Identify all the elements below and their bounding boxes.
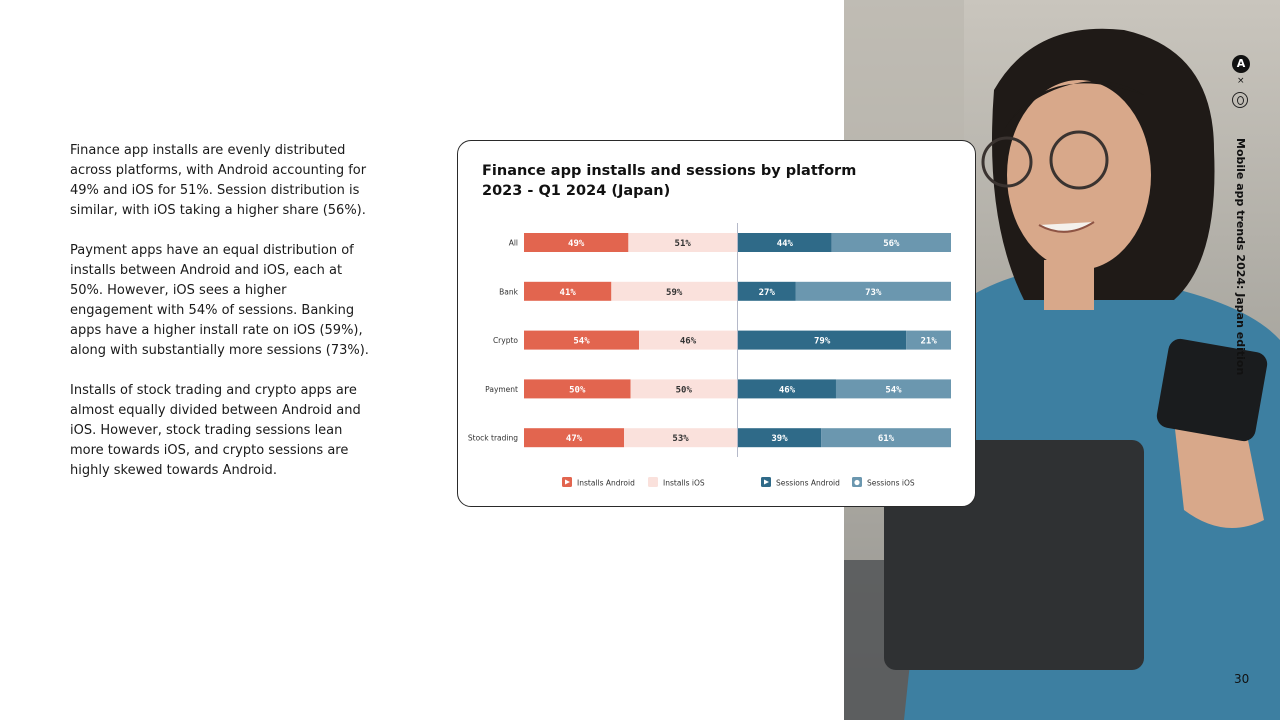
bar-segment xyxy=(624,428,737,448)
legend-label: Sessions Android xyxy=(776,479,840,488)
data-label: 46% xyxy=(779,385,796,395)
paragraph-stock-crypto: Installs of stock trading and crypto app… xyxy=(70,383,361,478)
data-label: 50% xyxy=(569,385,586,395)
woman-with-phone-photo xyxy=(844,0,1280,720)
page-number: 30 xyxy=(1234,672,1250,686)
data-label: 73% xyxy=(865,288,882,298)
category-label: Payment xyxy=(485,385,518,394)
bar-segment xyxy=(738,281,796,301)
data-label: 50% xyxy=(676,385,693,395)
bar-segment xyxy=(738,233,832,252)
adjust-logo-icon: A xyxy=(1232,55,1250,73)
bar-segment xyxy=(738,379,836,399)
legend-swatch xyxy=(648,477,658,487)
data-label: 79% xyxy=(814,337,831,347)
legend-label: Sessions iOS xyxy=(867,479,915,488)
body-text: Finance app installs are evenly distribu… xyxy=(70,141,370,501)
bar-segment xyxy=(524,379,631,399)
data-label: 51% xyxy=(675,239,692,249)
bar-segment xyxy=(628,233,737,252)
legend-label: Installs Android xyxy=(577,479,635,488)
play-store-icon xyxy=(764,479,769,485)
bar-segment xyxy=(611,281,737,301)
category-label: Crypto xyxy=(493,336,518,345)
play-store-icon xyxy=(565,479,570,485)
bar-segment xyxy=(524,233,629,252)
chart-title-line-2: 2023 - Q1 2024 (Japan) xyxy=(482,183,671,199)
data-label: 27% xyxy=(759,288,776,298)
legend-label: Installs iOS xyxy=(663,479,705,488)
bar-segment xyxy=(738,330,907,350)
bar-segment xyxy=(630,379,737,399)
partnership-separator: × xyxy=(1237,76,1245,86)
data-label: 54% xyxy=(885,385,902,395)
brand-sidebar: A × Mobile app trends 2024: Japan editio… xyxy=(1228,52,1256,375)
data-label: 44% xyxy=(777,239,794,249)
data-label: 46% xyxy=(680,337,697,347)
bar-segment xyxy=(524,428,625,448)
data-label: 41% xyxy=(560,288,577,298)
data-label: 47% xyxy=(566,434,583,444)
bar-segment xyxy=(835,379,951,399)
category-label: All xyxy=(509,239,518,248)
data-label: 53% xyxy=(672,434,689,444)
bar-segment xyxy=(524,330,640,350)
data-label: 49% xyxy=(568,239,585,249)
report-title: Mobile app trends 2024: Japan edition xyxy=(1234,138,1247,376)
paragraph-installs-overview: Finance app installs are evenly distribu… xyxy=(70,143,367,218)
bar-segment xyxy=(831,233,951,252)
bar-segment xyxy=(821,428,951,448)
bar-segment xyxy=(639,330,737,350)
category-label: Stock trading xyxy=(468,434,518,443)
data-label: 54% xyxy=(573,337,590,347)
apple-icon xyxy=(854,479,860,486)
data-label: 21% xyxy=(921,337,938,347)
data-label: 59% xyxy=(666,288,683,298)
bar-segment xyxy=(906,330,951,350)
data-label: 61% xyxy=(878,434,895,444)
paragraph-payment-bank: Payment apps have an equal distribution … xyxy=(70,243,369,358)
partner-logo-icon xyxy=(1232,92,1248,108)
bar-segment xyxy=(795,281,951,301)
chart-title: Finance app installs and sessions by pla… xyxy=(482,161,856,201)
data-label: 39% xyxy=(771,434,788,444)
chart-title-line-1: Finance app installs and sessions by pla… xyxy=(482,163,857,179)
data-label: 56% xyxy=(883,239,900,249)
bar-segment xyxy=(524,281,612,301)
category-label: Bank xyxy=(499,287,518,296)
chart-card: Finance app installs and sessions by pla… xyxy=(457,140,976,507)
bar-segment xyxy=(738,428,822,448)
stacked-bar-chart: All 49% 51% 44% 56% Bank 41% 59% 27% 73% Crypto 54%… xyxy=(468,223,951,488)
